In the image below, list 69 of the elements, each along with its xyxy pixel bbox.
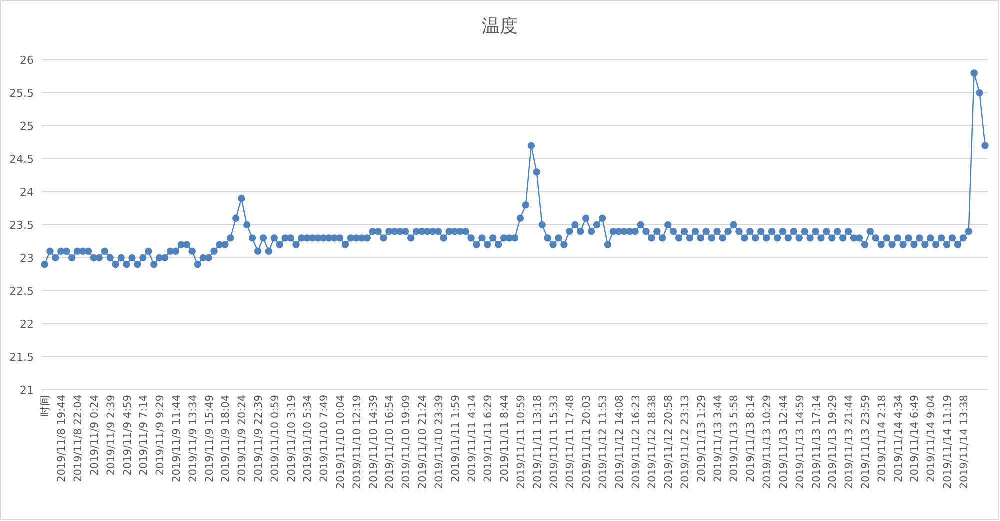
y-tick-label: 26	[20, 54, 34, 67]
x-tick-label: 2019/11/9 9:29	[154, 395, 167, 476]
x-tick-label: 2019/11/13 23:59	[860, 395, 872, 490]
x-tick-label: 2019/11/9 4:59	[122, 395, 134, 476]
x-tick-label: 2019/11/11 15:33	[548, 395, 560, 490]
x-tick-label: 2019/11/12 20:58	[663, 395, 676, 490]
x-tick-label: 2019/11/10 10:04	[335, 394, 348, 490]
x-tick-label: 2019/11/13 10:29	[762, 395, 774, 490]
x-tick-label: 2019/11/11 6:29	[482, 395, 495, 482]
x-tick-label: 2019/11/11 4:14	[466, 394, 478, 482]
y-tick-label: 21	[20, 384, 34, 397]
x-tick-label: 2019/11/11 1:59	[450, 395, 462, 482]
x-tick-label: 2019/11/9 15:49	[204, 395, 216, 482]
x-tick-label: 2019/11/9 20:24	[236, 394, 249, 482]
x-tick-label: 2019/11/14 9:04	[926, 394, 938, 482]
x-tick-label: 2019/11/10 23:39	[433, 395, 446, 490]
x-tick-label: 2019/11/11 8:44	[499, 394, 512, 482]
x-tick-label: 时间	[38, 395, 52, 417]
x-tick-label: 2019/11/13 17:14	[810, 394, 823, 490]
x-tick-label: 2019/11/14 2:18	[876, 395, 888, 482]
x-tick-label: 2019/11/11 17:48	[564, 395, 577, 490]
x-tick-label: 2019/11/14 6:49	[909, 395, 922, 482]
x-tick-label: 2019/11/13 19:29	[827, 395, 840, 490]
x-tick-label: 2019/11/10 21:24	[417, 394, 430, 490]
x-tick-label: 2019/11/10 0:59	[269, 395, 282, 482]
y-tick-label: 25.5	[10, 87, 34, 100]
x-tick-label: 2019/11/12 14:08	[614, 395, 626, 490]
x-tick-label: 2019/11/10 16:54	[384, 394, 396, 490]
x-tick-label: 2019/11/13 8:14	[745, 394, 758, 482]
x-tick-label: 2019/11/10 14:39	[368, 395, 380, 490]
x-tick-label: 2019/11/8 19:44	[56, 394, 68, 482]
x-tick-label: 2019/11/13 1:29	[696, 395, 708, 482]
x-tick-label: 2019/11/13 12:44	[778, 394, 790, 490]
x-tick-label: 2019/11/10 3:19	[286, 395, 298, 482]
y-tick-label: 24	[20, 186, 34, 199]
x-tick-label: 2019/11/9 13:34	[187, 394, 200, 482]
x-tick-label: 2019/11/13 3:44	[712, 394, 724, 482]
x-tick-label: 2019/11/9 2:39	[105, 395, 118, 476]
x-tick-label: 2019/11/13 21:44	[844, 394, 856, 490]
x-tick-label: 2019/11/8 22:04	[72, 394, 85, 482]
x-tick-label: 2019/11/9 11:44	[170, 394, 183, 482]
x-tick-label: 2019/11/10 7:49	[318, 395, 331, 482]
x-tick-label: 2019/11/12 16:23	[630, 395, 642, 490]
y-tick-label: 23	[20, 252, 34, 265]
x-tick-label: 2019/11/12 11:53	[597, 395, 610, 490]
y-tick-label: 21.5	[10, 351, 34, 364]
y-tick-label: 24.5	[10, 153, 34, 166]
y-tick-label: 22.5	[10, 285, 34, 298]
x-tick-label: 2019/11/14 11:19	[942, 395, 954, 490]
x-tick-label: 2019/11/9 18:04	[220, 394, 232, 482]
chart-title: 温度	[482, 16, 518, 37]
x-tick-label: 2019/11/14 4:34	[892, 394, 905, 482]
x-tick-label: 2019/11/13 14:59	[794, 395, 806, 490]
y-tick-label: 22	[20, 318, 34, 331]
x-tick-label: 2019/11/13 5:58	[728, 395, 741, 482]
y-tick-label: 23.5	[10, 219, 34, 232]
x-tick-label: 2019/11/9 0:24	[88, 394, 101, 476]
x-tick-label: 2019/11/10 19:09	[400, 395, 413, 490]
x-tick-label: 2019/11/12 18:38	[646, 395, 659, 490]
x-tick-label: 2019/11/9 7:14	[138, 394, 150, 476]
x-tick-label: 2019/11/11 20:03	[581, 395, 594, 490]
x-tick-label: 2019/11/14 13:38	[958, 395, 970, 490]
x-tick-label: 2019/11/12 23:13	[680, 395, 692, 490]
y-tick-label: 25	[20, 120, 34, 133]
x-tick-label: 2019/11/11 10:59	[515, 395, 528, 490]
x-tick-label: 2019/11/9 22:39	[252, 395, 265, 482]
x-tick-label: 2019/11/10 5:34	[302, 394, 314, 482]
x-tick-label: 2019/11/11 13:18	[532, 395, 544, 490]
x-tick-label: 2019/11/10 12:19	[351, 395, 364, 490]
